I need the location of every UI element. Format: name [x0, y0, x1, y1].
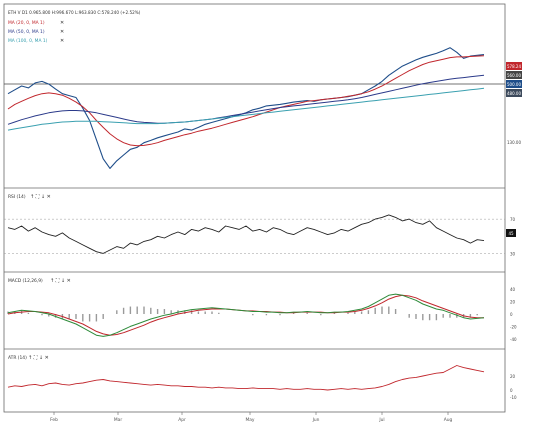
atr-tick-1: 0	[510, 388, 513, 393]
macd-title: MACD (12,26,9)	[8, 278, 43, 284]
ma-100-line	[7, 87, 485, 131]
ma-50-line	[7, 74, 485, 125]
macd-tick-4: -40	[510, 337, 517, 342]
ma-legend-label-1: MA (50, 0, MA 1)	[8, 29, 45, 35]
x-axis-label-1: Mar	[114, 417, 122, 423]
chart-frame	[3, 3, 506, 413]
price-tag-label-3: 480.00	[507, 91, 521, 96]
price-low-label: 130.00	[507, 140, 521, 145]
price-tag-box-2	[506, 80, 522, 88]
ma-legend-label-0: MA (20, 0, MA 1)	[8, 20, 45, 26]
price-tag-label-1: 560.00	[507, 73, 521, 78]
rsi-value-tag-box	[506, 229, 516, 237]
x-axis-label-2: Apr	[178, 417, 186, 423]
macd-controls-icons: ↑ ⛶ ↓ ✕	[50, 278, 71, 284]
rsi-line	[7, 214, 485, 254]
price-tag-label-0: 578.24	[507, 64, 521, 69]
ma-legend-label-2: MA (100, 0, MA 1)	[8, 38, 48, 44]
macd-line	[7, 293, 485, 337]
price-tag-box-3	[506, 89, 522, 97]
ma-20-line	[7, 55, 485, 147]
macd-signal-line	[7, 294, 484, 336]
rsi-title: RSI (14)	[8, 194, 26, 200]
rsi-value-tag: 45	[508, 231, 514, 236]
price-tag-box-1	[506, 71, 522, 79]
ma-legend-close-icon-2: ✕	[60, 38, 64, 44]
macd-tick-3: -20	[510, 324, 517, 329]
rsi-tick-70: 70	[510, 217, 516, 222]
atr-tick-0: 20	[510, 374, 516, 379]
atr-line	[7, 365, 485, 391]
price-line	[7, 47, 485, 169]
rsi-tick-30: 30	[510, 251, 516, 256]
price-tag-box-0	[506, 62, 522, 70]
macd-tick-1: 20	[510, 300, 516, 305]
x-axis-label-0: Feb	[50, 417, 58, 423]
atr-tick-2: -10	[510, 395, 517, 400]
x-axis-label-4: Jun	[312, 417, 320, 423]
price-tag-label-2: 500.00	[507, 82, 521, 87]
ma-legend-close-icon-1: ✕	[60, 29, 64, 35]
symbol-info-line: ETH V D1 0.965.800 H:996.670 L:963.830 C…	[8, 10, 141, 15]
ma-legend-close-icon-0: ✕	[60, 20, 64, 26]
x-axis-label-3: May	[245, 417, 254, 423]
macd-tick-2: 0	[510, 312, 513, 317]
atr-controls-icons: ↑ ⛶ ↓ ✕	[28, 355, 49, 361]
x-axis-label-6: Aug	[444, 417, 453, 423]
macd-tick-0: 40	[510, 287, 516, 292]
rsi-controls-icons: ↑ ⛶ ↓ ✕	[30, 194, 51, 200]
atr-title: ATR (14)	[8, 355, 27, 361]
x-axis-label-5: Jul	[378, 417, 384, 423]
